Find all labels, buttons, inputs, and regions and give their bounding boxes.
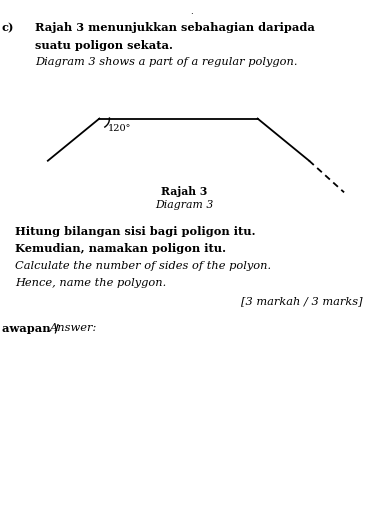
Text: c): c) (2, 22, 14, 33)
Text: Hence, name the polygon.: Hence, name the polygon. (15, 278, 166, 288)
Text: suatu poligon sekata.: suatu poligon sekata. (35, 40, 173, 51)
Text: [3 markah / 3 marks]: [3 markah / 3 marks] (241, 297, 362, 307)
Text: Diagram 3: Diagram 3 (155, 200, 213, 210)
Text: .: . (190, 8, 193, 16)
Text: Rajah 3 menunjukkan sebahagian daripada: Rajah 3 menunjukkan sebahagian daripada (35, 22, 315, 33)
Text: Answer:: Answer: (50, 323, 97, 333)
Text: Diagram 3 shows a part of a regular polygon.: Diagram 3 shows a part of a regular poly… (35, 57, 297, 67)
Text: Kemudian, namakan poligon itu.: Kemudian, namakan poligon itu. (15, 243, 226, 255)
Text: awapan /: awapan / (2, 323, 63, 334)
Text: Hitung bilangan sisi bagi poligon itu.: Hitung bilangan sisi bagi poligon itu. (15, 226, 255, 237)
Text: 120°: 120° (107, 124, 131, 133)
Text: Calculate the number of sides of the polyon.: Calculate the number of sides of the pol… (15, 261, 271, 271)
Text: Rajah 3: Rajah 3 (161, 186, 207, 197)
